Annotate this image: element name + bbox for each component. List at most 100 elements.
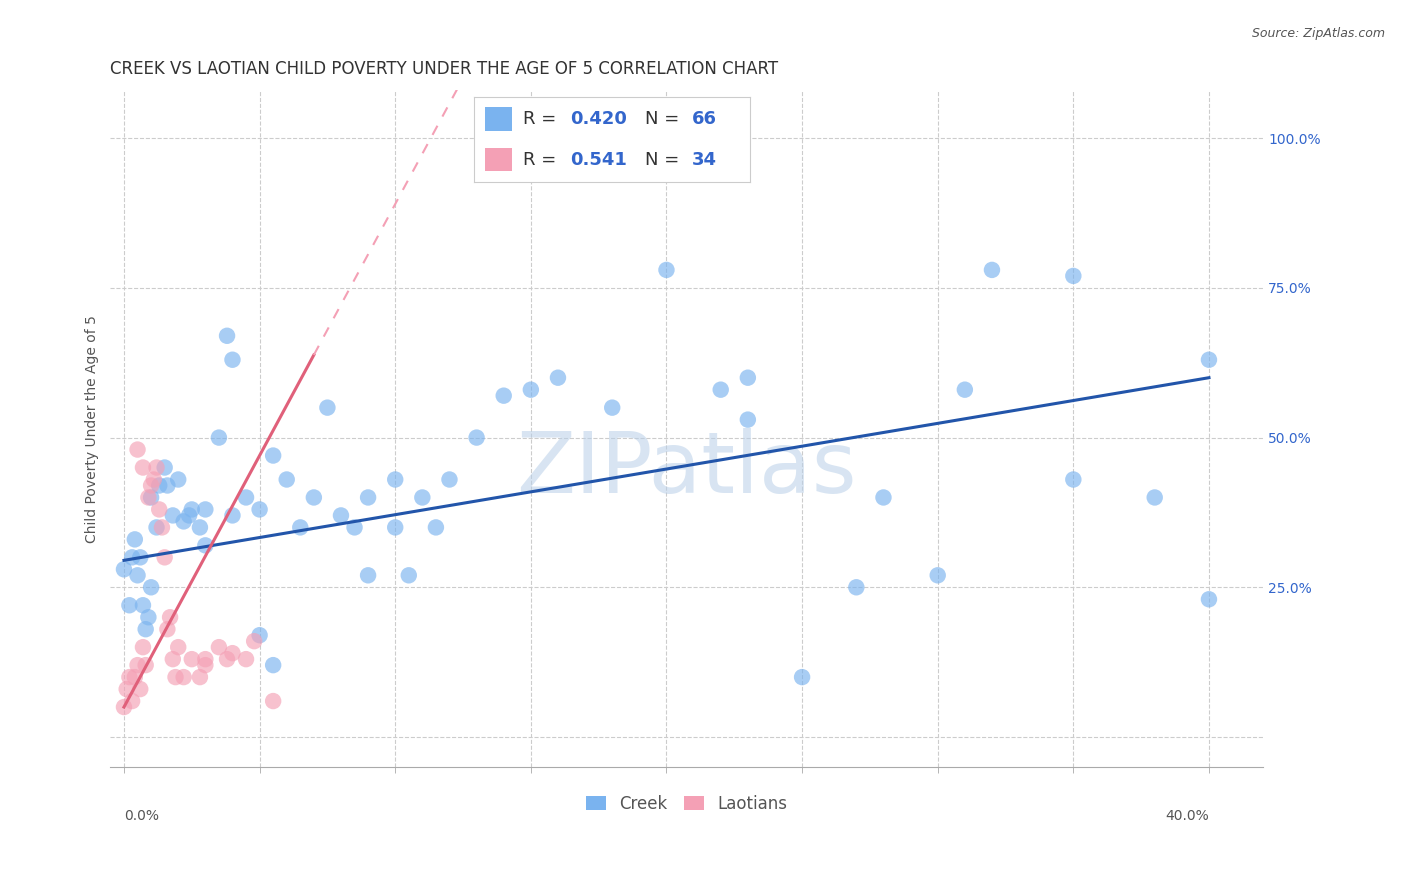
Point — [927, 568, 949, 582]
Point — [520, 383, 543, 397]
Point — [384, 473, 406, 487]
Point — [112, 562, 135, 576]
Point — [1198, 592, 1220, 607]
Point — [129, 550, 152, 565]
Text: 0.0%: 0.0% — [124, 809, 159, 822]
Point — [262, 658, 284, 673]
Point — [953, 383, 976, 397]
Point — [208, 431, 231, 445]
Text: CREEK VS LAOTIAN CHILD POVERTY UNDER THE AGE OF 5 CORRELATION CHART: CREEK VS LAOTIAN CHILD POVERTY UNDER THE… — [111, 60, 779, 78]
Point — [398, 568, 420, 582]
Point — [710, 383, 733, 397]
Point — [845, 580, 868, 594]
Point — [384, 520, 406, 534]
Point — [124, 670, 146, 684]
Point — [411, 491, 433, 505]
Point — [302, 491, 325, 505]
Point — [439, 473, 461, 487]
Point — [262, 449, 284, 463]
Point — [167, 473, 190, 487]
Point — [188, 520, 211, 534]
Point — [127, 658, 149, 673]
Point — [249, 628, 271, 642]
Point — [215, 328, 238, 343]
Point — [547, 370, 569, 384]
Point — [167, 640, 190, 655]
Point — [221, 352, 243, 367]
Point — [343, 520, 366, 534]
Point — [112, 700, 135, 714]
Point — [316, 401, 339, 415]
Point — [981, 263, 1004, 277]
Point — [138, 491, 160, 505]
Point — [357, 491, 380, 505]
Point — [118, 599, 141, 613]
Point — [148, 502, 170, 516]
Point — [162, 508, 184, 523]
Point — [132, 640, 155, 655]
Point — [145, 460, 167, 475]
Point — [127, 442, 149, 457]
Point — [194, 538, 217, 552]
Point — [135, 658, 157, 673]
Point — [165, 670, 187, 684]
Point — [194, 658, 217, 673]
Point — [790, 670, 813, 684]
Point — [425, 520, 447, 534]
Point — [121, 694, 143, 708]
Point — [177, 508, 200, 523]
Point — [132, 599, 155, 613]
Point — [1062, 268, 1084, 283]
Point — [153, 550, 176, 565]
Point — [215, 652, 238, 666]
Point — [121, 550, 143, 565]
Point — [655, 263, 678, 277]
Point — [124, 533, 146, 547]
Point — [145, 520, 167, 534]
Point — [276, 473, 298, 487]
Point — [737, 370, 759, 384]
Legend: Creek, Laotians: Creek, Laotians — [579, 789, 794, 820]
Point — [600, 401, 623, 415]
Text: 40.0%: 40.0% — [1166, 809, 1209, 822]
Point — [1062, 473, 1084, 487]
Point — [262, 694, 284, 708]
Point — [173, 515, 195, 529]
Point — [118, 670, 141, 684]
Point — [150, 520, 173, 534]
Point — [249, 502, 271, 516]
Point — [235, 491, 257, 505]
Point — [127, 568, 149, 582]
Point — [148, 478, 170, 492]
Point — [129, 682, 152, 697]
Point — [156, 478, 179, 492]
Point — [357, 568, 380, 582]
Point — [330, 508, 353, 523]
Point — [465, 431, 488, 445]
Point — [235, 652, 257, 666]
Point — [243, 634, 266, 648]
Point — [221, 508, 243, 523]
Point — [135, 622, 157, 636]
Point — [180, 652, 202, 666]
Point — [138, 610, 160, 624]
Point — [115, 682, 138, 697]
Point — [737, 412, 759, 426]
Point — [139, 491, 162, 505]
Point — [208, 640, 231, 655]
Point — [1143, 491, 1166, 505]
Point — [156, 622, 179, 636]
Text: ZIPatlas: ZIPatlas — [516, 427, 858, 511]
Y-axis label: Child Poverty Under the Age of 5: Child Poverty Under the Age of 5 — [86, 315, 100, 542]
Point — [139, 580, 162, 594]
Point — [162, 652, 184, 666]
Point — [180, 502, 202, 516]
Point — [492, 389, 515, 403]
Point — [142, 473, 165, 487]
Point — [872, 491, 894, 505]
Point — [221, 646, 243, 660]
Point — [194, 652, 217, 666]
Point — [188, 670, 211, 684]
Point — [290, 520, 312, 534]
Text: Source: ZipAtlas.com: Source: ZipAtlas.com — [1251, 27, 1385, 40]
